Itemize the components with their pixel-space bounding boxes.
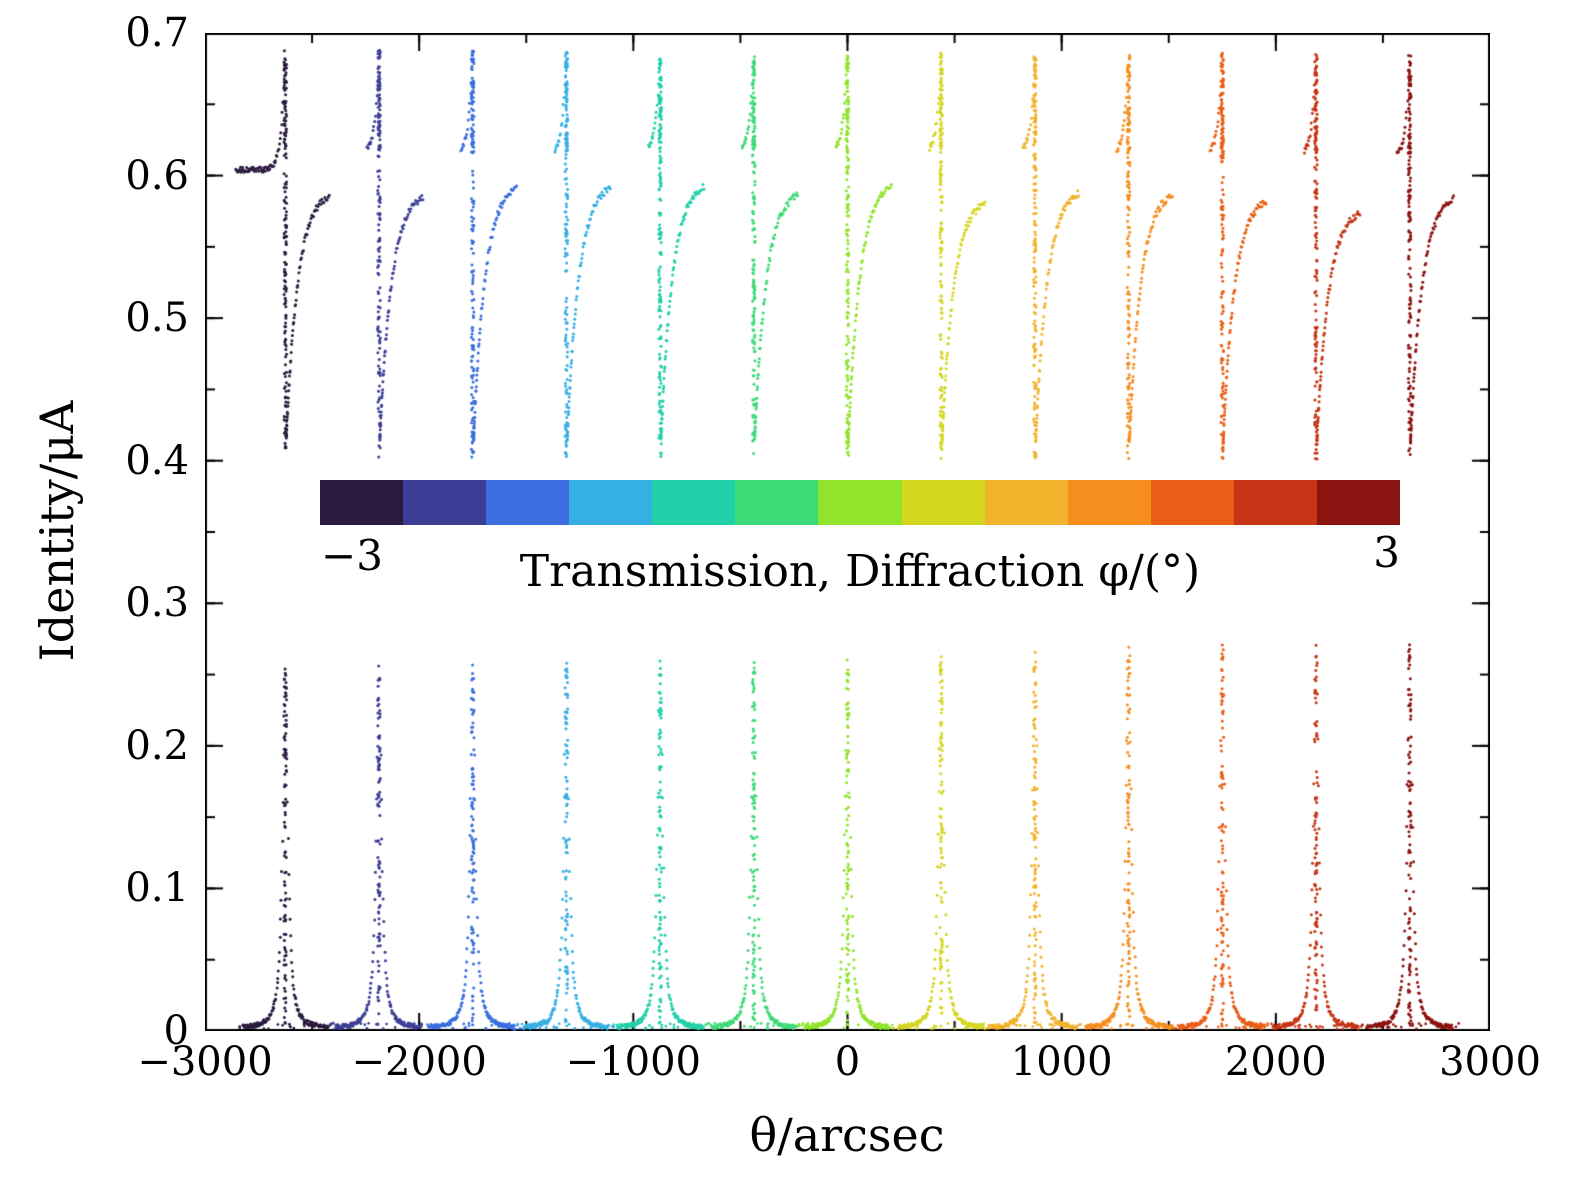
colorbar-segment: [984, 480, 1068, 525]
colorbar: [320, 480, 1401, 525]
y-tick-label: 0.1: [125, 865, 189, 912]
colorbar-segment: [652, 480, 736, 525]
y-tick-label: 0.6: [125, 152, 189, 199]
colorbar-segment: [1067, 480, 1151, 525]
colorbar-segment: [818, 480, 902, 525]
plot-area: −3 3 Transmission, Diffraction φ/(°) −30…: [125, 10, 1541, 1085]
y-tick-label: 0: [163, 1008, 189, 1054]
colorbar-segment: [1316, 480, 1401, 525]
colorbar-max-label: 3: [1373, 528, 1400, 577]
x-tick-label: 0: [834, 1039, 861, 1085]
x-tick-label: −1000: [565, 1039, 701, 1085]
colorbar-segment: [735, 480, 819, 525]
y-tick-label: 0.2: [125, 722, 189, 769]
colorbar-segment: [1150, 480, 1234, 525]
colorbar-segment: [901, 480, 985, 525]
colorbar-segment: [1233, 480, 1317, 525]
colorbar-segment: [569, 480, 653, 525]
colorbar-segment: [320, 480, 404, 525]
x-axis-label: θ/arcsec: [749, 1108, 945, 1162]
y-tick-label: 0.3: [125, 580, 189, 627]
scatter-plot-canvas: [205, 33, 1490, 1031]
colorbar-segment: [403, 480, 487, 525]
x-tick-label: −2000: [351, 1039, 487, 1085]
x-tick-label: 2000: [1224, 1039, 1327, 1085]
y-tick-label: 0.5: [125, 295, 189, 342]
y-axis-label: Identity/μA: [30, 400, 84, 662]
x-tick-label: −3000: [137, 1039, 273, 1085]
y-tick-label: 0.4: [125, 437, 189, 484]
y-tick-label: 0.7: [125, 10, 189, 56]
x-tick-label: 1000: [1010, 1039, 1113, 1085]
colorbar-title: Transmission, Diffraction φ/(°): [519, 546, 1201, 597]
x-tick-label: 3000: [1439, 1039, 1541, 1085]
colorbar-segment: [486, 480, 570, 525]
colorbar-min-label: −3: [321, 531, 383, 580]
